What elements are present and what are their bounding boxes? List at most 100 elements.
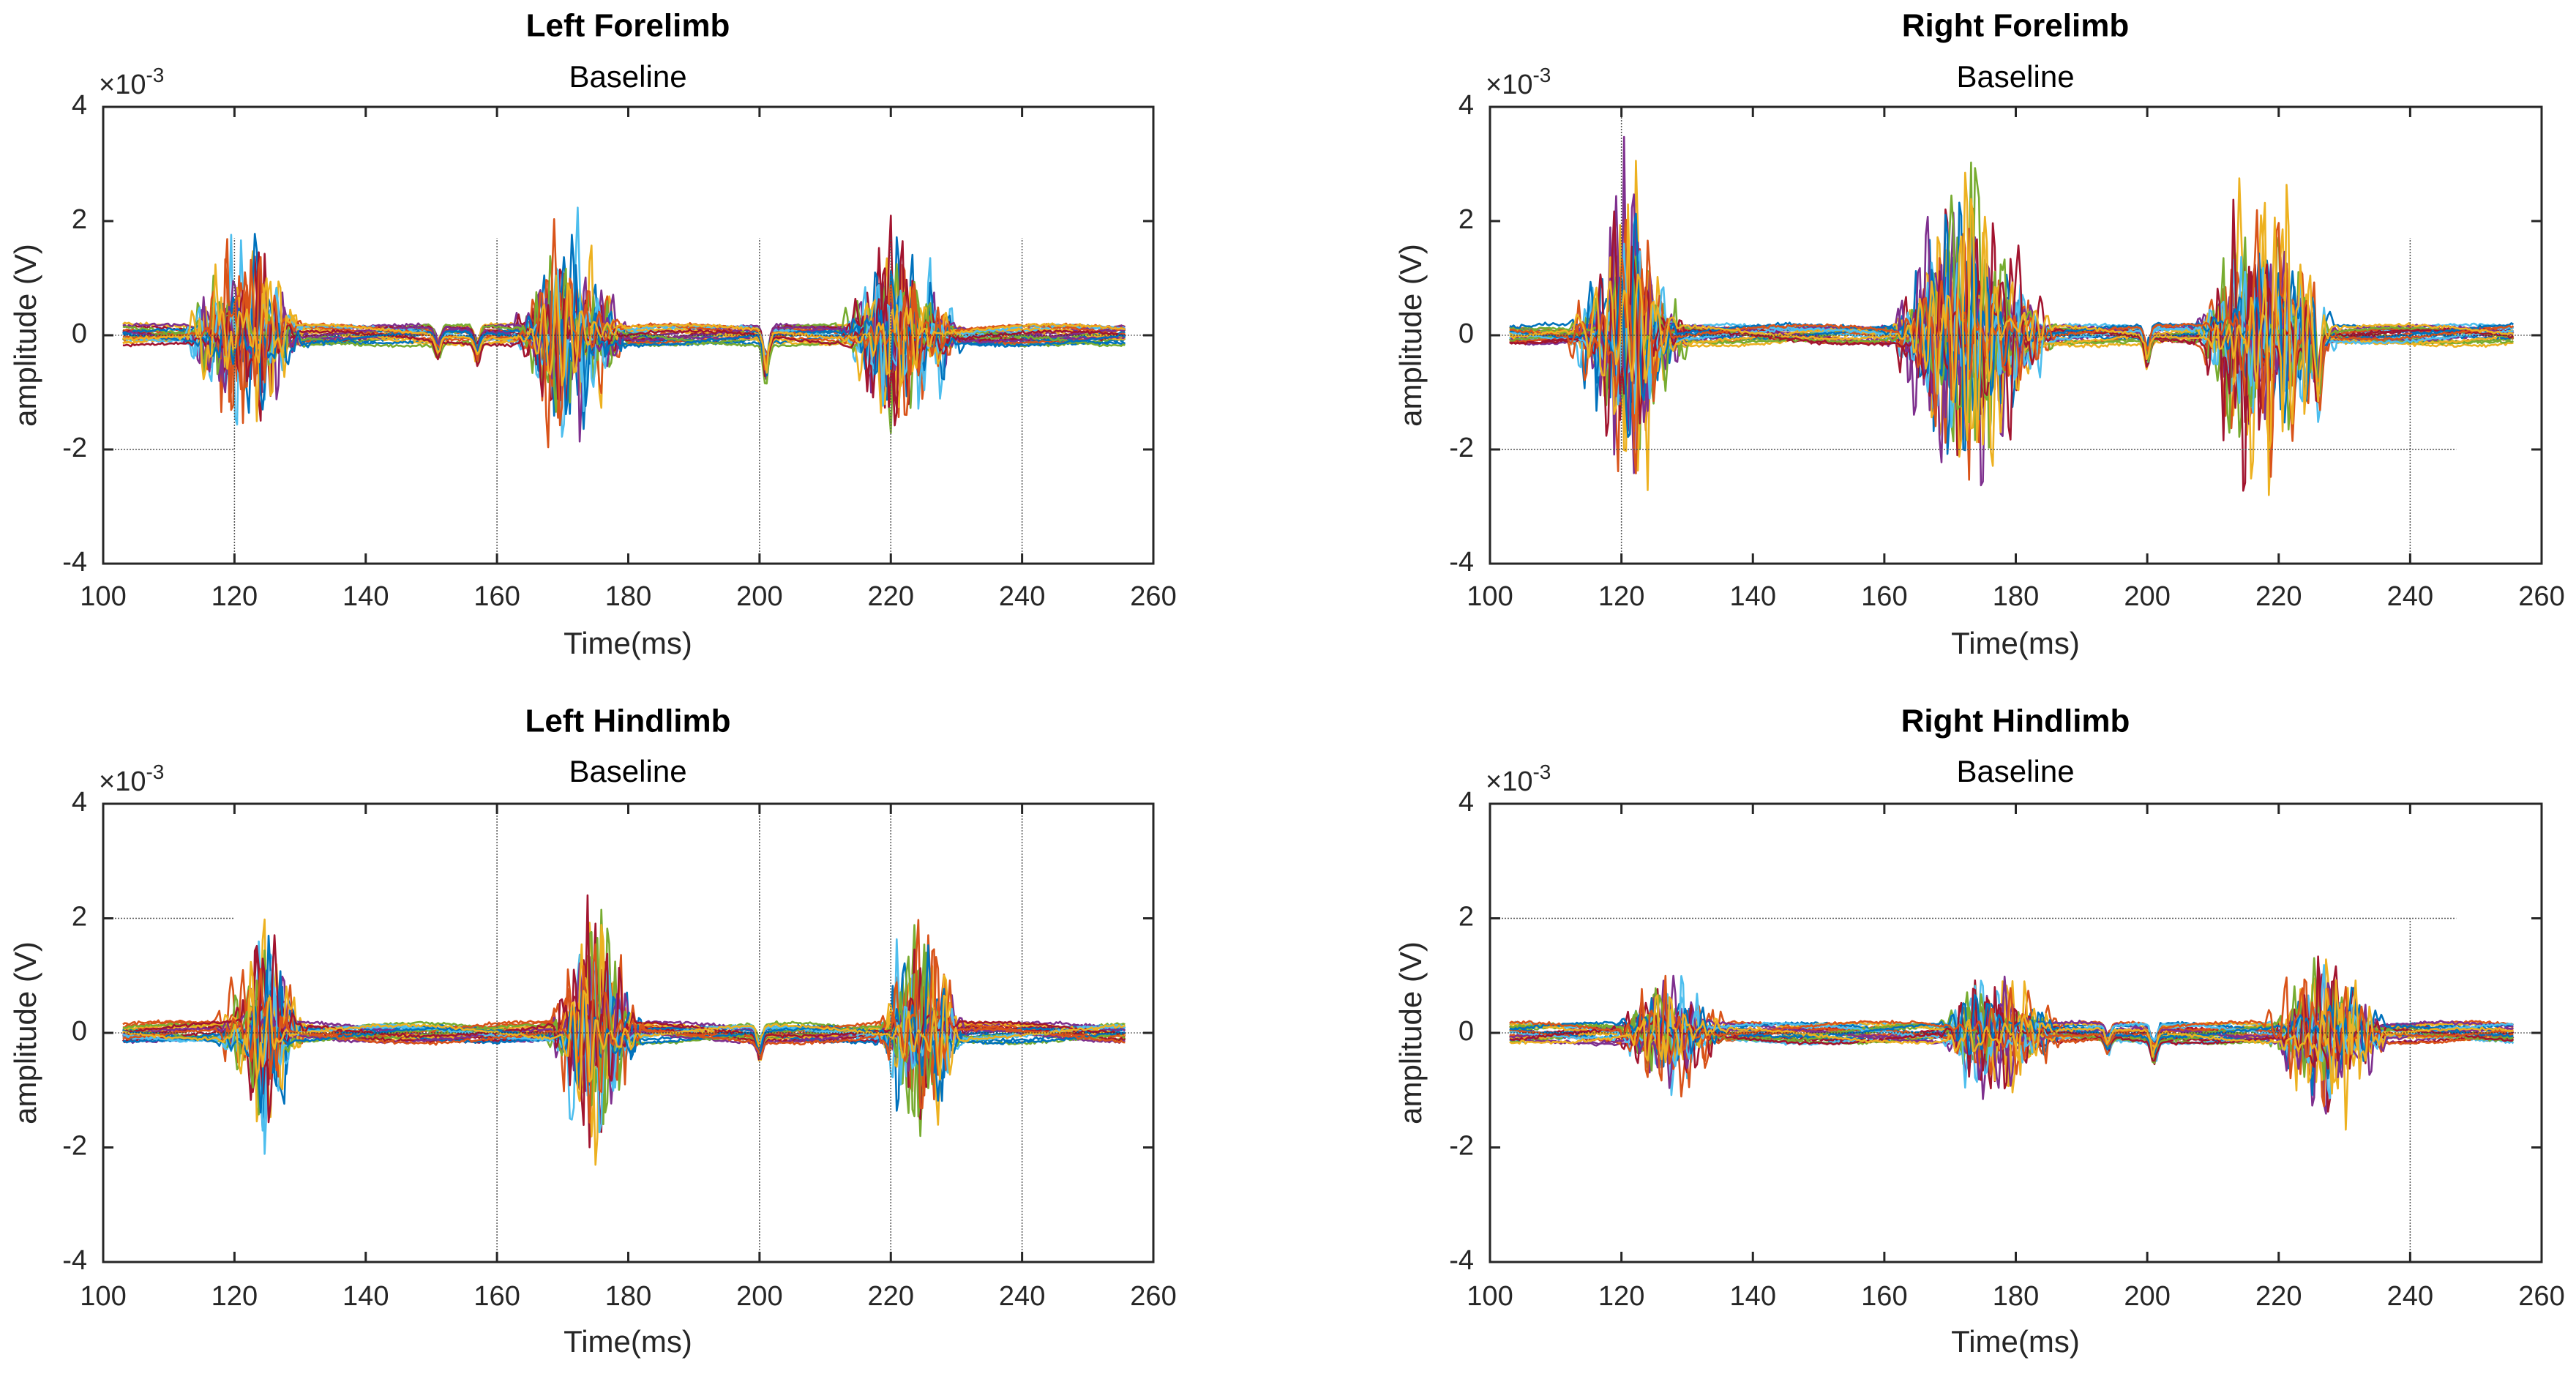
subplot-title: Left Hindlimb <box>525 703 730 739</box>
x-tick-label: 260 <box>2518 1281 2564 1312</box>
x-tick-label: 260 <box>1130 581 1176 612</box>
subplot-subtitle: Baseline <box>1956 59 2074 94</box>
trace-line <box>122 264 1126 416</box>
x-tick-label: 200 <box>2124 1281 2170 1312</box>
exponent-power: -3 <box>146 761 164 783</box>
y-tick-label: 0 <box>72 1016 87 1047</box>
trace-line <box>122 934 1126 1095</box>
y-axis-label: amplitude (V) <box>8 941 42 1124</box>
y-axis-label: amplitude (V) <box>8 244 42 427</box>
subplot-subtitle: Baseline <box>569 754 686 788</box>
x-tick-label: 180 <box>1993 581 2039 612</box>
y-tick-label: -2 <box>62 433 87 463</box>
subplot-subtitle: Baseline <box>569 59 686 94</box>
x-tick-label: 100 <box>1467 581 1513 612</box>
x-tick-label: 140 <box>1730 1281 1776 1312</box>
left-hindlimb-subplot: Left Hindlimb Baseline 100 120 140 160 180 200 2… <box>8 703 1177 1359</box>
x-tick-label: 120 <box>1598 1281 1644 1312</box>
y-exponent-label: ×10-3 <box>99 64 164 100</box>
trace-line <box>1509 979 2514 1131</box>
trace-line <box>1509 985 2514 1089</box>
x-tick-label: 220 <box>868 581 914 612</box>
x-tick-label: 160 <box>473 1281 520 1312</box>
x-tick-label: 180 <box>605 581 651 612</box>
y-exponent-label: ×10-3 <box>1486 761 1551 797</box>
right-forelimb-subplot: Right Forelimb Baseline 100 120 140 160 180 200… <box>1393 8 2565 660</box>
x-axis-label: Time(ms) <box>564 626 692 660</box>
x-tick-label: 240 <box>2387 581 2433 612</box>
x-axis-label: Time(ms) <box>1951 626 2080 660</box>
x-tick-label: 160 <box>473 581 520 612</box>
y-tick-label: 4 <box>1459 90 1474 121</box>
y-tick-label: -4 <box>1449 1245 1474 1276</box>
trace-line <box>122 296 1126 394</box>
y-tick-label: -2 <box>62 1131 87 1162</box>
exponent-base: ×10 <box>1486 766 1532 797</box>
y-tick-label: 0 <box>1459 1016 1474 1047</box>
y-tick-label: 2 <box>1459 902 1474 933</box>
exponent-base: ×10 <box>1486 70 1532 100</box>
y-tick-label: -2 <box>1449 433 1474 463</box>
exponent-power: -3 <box>1532 761 1551 783</box>
left-forelimb-subplot: Left Forelimb Baseline 100 120 140 160 180 200 2… <box>8 8 1177 660</box>
x-tick-label: 240 <box>999 1281 1045 1312</box>
x-tick-label: 260 <box>2518 581 2564 612</box>
x-tick-label: 140 <box>342 581 389 612</box>
x-tick-label: 160 <box>1861 581 1907 612</box>
y-tick-label: 4 <box>72 90 87 121</box>
subplot-title: Right Hindlimb <box>1901 703 2130 739</box>
traces <box>1508 135 2515 496</box>
x-tick-label: 220 <box>2255 1281 2302 1312</box>
y-tick-label: -4 <box>62 547 87 578</box>
trace-line <box>122 251 1126 427</box>
y-tick-label: 4 <box>1459 787 1474 818</box>
trace-line <box>122 263 1126 387</box>
x-tick-label: 120 <box>1598 581 1644 612</box>
x-tick-label: 200 <box>2124 581 2170 612</box>
y-tick-label: -4 <box>62 1245 87 1276</box>
y-tick-label: 2 <box>1459 204 1474 235</box>
y-tick-label: 0 <box>1459 318 1474 349</box>
trace-line <box>122 967 1126 1102</box>
y-axis-label: amplitude (V) <box>1393 941 1428 1124</box>
x-tick-label: 140 <box>1730 581 1776 612</box>
x-tick-label: 220 <box>868 1281 914 1312</box>
traces <box>1509 955 2515 1131</box>
x-tick-label: 120 <box>211 581 258 612</box>
y-tick-label: -4 <box>1449 547 1474 578</box>
y-tick-label: 2 <box>72 902 87 933</box>
right-hindlimb-subplot: Right Hindlimb Baseline 100 120 140 160 180 200… <box>1393 703 2565 1359</box>
trace-line <box>1509 201 2514 496</box>
subplot-subtitle: Baseline <box>1956 754 2074 788</box>
subplot-title: Right Forelimb <box>1902 8 2129 44</box>
x-tick-label: 140 <box>342 1281 389 1312</box>
y-exponent-label: ×10-3 <box>1486 64 1551 100</box>
exponent-power: -3 <box>146 64 164 86</box>
x-tick-label: 120 <box>211 1281 258 1312</box>
x-tick-label: 200 <box>736 581 782 612</box>
exponent-power: -3 <box>1532 64 1551 86</box>
trace-line <box>1509 184 2514 452</box>
x-tick-label: 160 <box>1861 1281 1907 1312</box>
x-tick-label: 240 <box>2387 1281 2433 1312</box>
y-tick-label: 0 <box>72 318 87 349</box>
x-tick-label: 100 <box>80 581 126 612</box>
y-tick-label: 2 <box>72 204 87 235</box>
x-tick-label: 260 <box>1130 1281 1176 1312</box>
x-tick-label: 180 <box>605 1281 651 1312</box>
y-axis-label: amplitude (V) <box>1393 244 1428 427</box>
trace-line <box>1509 209 2515 478</box>
trace-line <box>1509 242 2514 428</box>
x-tick-label: 220 <box>2255 581 2302 612</box>
y-tick-label: -2 <box>1449 1131 1474 1162</box>
exponent-base: ×10 <box>99 766 146 797</box>
y-exponent-label: ×10-3 <box>99 761 164 797</box>
x-tick-label: 200 <box>736 1281 782 1312</box>
x-tick-label: 240 <box>999 581 1045 612</box>
x-tick-label: 100 <box>80 1281 126 1312</box>
traces <box>121 206 1126 449</box>
x-tick-label: 100 <box>1467 1281 1513 1312</box>
subplot-title: Left Forelimb <box>526 8 730 44</box>
exponent-base: ×10 <box>99 70 146 100</box>
